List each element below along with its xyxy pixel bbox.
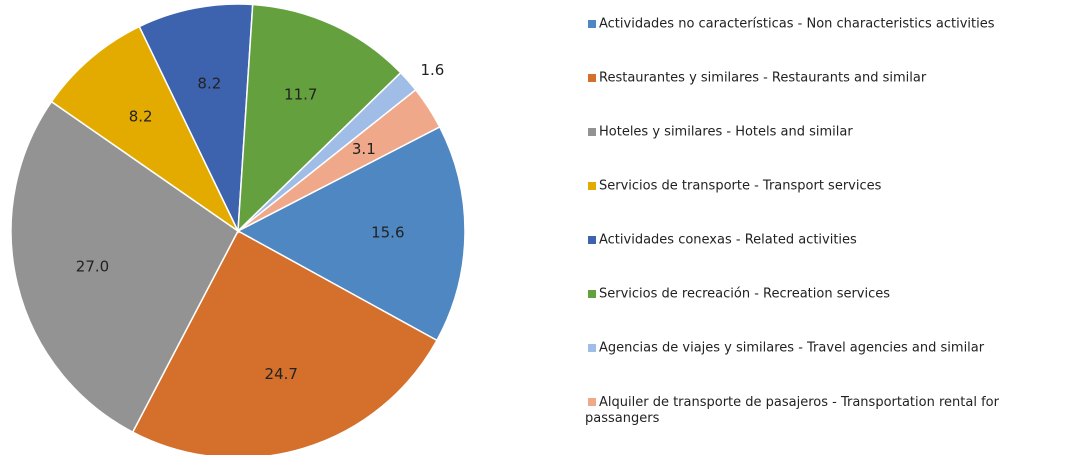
pie-slice [237, 3, 402, 233]
data-label: 3.1 [352, 140, 376, 158]
pie-slice [10, 100, 239, 434]
legend-label: Actividades no características - Non cha… [599, 17, 995, 32]
pie-slice [237, 88, 441, 232]
legend-label: Servicios de transporte - Transport serv… [599, 179, 882, 194]
legend-label: Restaurantes y similares - Restaurants a… [599, 71, 927, 86]
legend-label: Hoteles y similares - Hotels and similar [599, 125, 853, 140]
legend-swatch [588, 398, 596, 406]
legend-swatch [588, 236, 596, 244]
legend-label: Actividades conexas - Related activities [599, 233, 857, 248]
legend-label: Alquiler de transporte de pasajeros - Tr… [585, 395, 1000, 426]
data-label: 24.7 [265, 365, 298, 383]
legend-label: Agencias de viajes y similares - Travel … [599, 341, 985, 356]
legend-swatch [588, 344, 596, 352]
data-label: 1.6 [420, 61, 444, 79]
data-label: 27.0 [76, 257, 109, 275]
legend-swatch [588, 20, 596, 28]
pie-slice [138, 3, 254, 234]
data-label: 11.7 [284, 85, 317, 103]
data-label: 8.2 [197, 74, 221, 92]
legend-swatch [588, 182, 596, 190]
pie-slice [236, 125, 466, 342]
legend-swatch [588, 128, 596, 136]
data-label: 15.6 [371, 223, 404, 241]
legend-swatch [588, 74, 596, 82]
data-label: 8.2 [129, 108, 153, 126]
pie-slice [50, 25, 240, 234]
legend-swatch [588, 290, 596, 298]
legend-label: Servicios de recreación - Recreation ser… [599, 287, 890, 302]
